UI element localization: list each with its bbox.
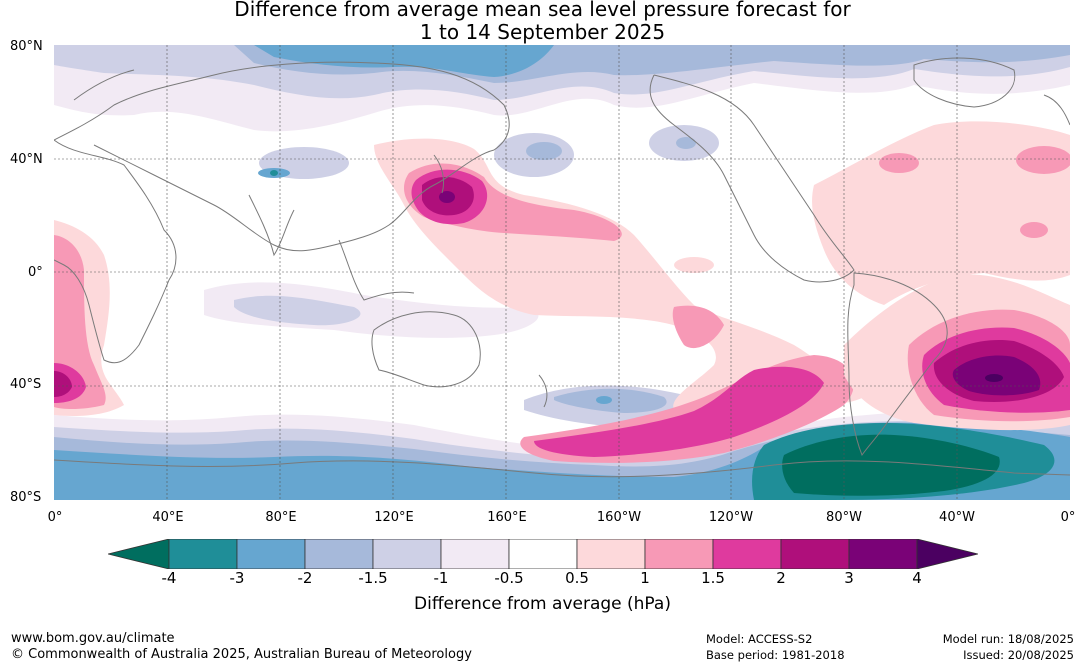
colorbar-tick-label: -4: [161, 569, 177, 587]
lon-label-40w: 40°W: [939, 510, 975, 525]
colorbar-tick-label: -1.5: [358, 569, 388, 587]
graticule: [54, 45, 1070, 500]
colorbar-segment: [712, 539, 782, 569]
colorbar: [108, 539, 978, 569]
arctic-negative-anomaly: [54, 45, 1070, 179]
colorbar-tick-label: 1: [640, 569, 650, 587]
colorbar-tick-label: 1.5: [701, 569, 725, 587]
colorbar-segment: [508, 539, 578, 569]
lon-label-120w: 120°W: [708, 510, 754, 525]
lat-label-80s: 80°S: [10, 490, 42, 505]
lon-label-160w: 160°W: [596, 510, 642, 525]
colorbar-tick-label: 3: [844, 569, 854, 587]
colorbar-segment: [644, 539, 714, 569]
map-title-line2: 1 to 14 September 2025: [419, 20, 666, 44]
coastlines: [54, 57, 1070, 478]
colorbar-segment: [848, 539, 918, 569]
lon-label-160e: 160°E: [487, 510, 527, 525]
colorbar-extend-low: [108, 539, 170, 569]
colorbar-segment: [440, 539, 510, 569]
colorbar-tick-label: 0.5: [565, 569, 589, 587]
southern-ocean-negative-anomaly: [54, 410, 1070, 500]
colorbar-tick-label: -0.5: [494, 569, 524, 587]
map-title-line1: Difference from average mean sea level p…: [234, 0, 851, 21]
colorbar-tick-label: -3: [229, 569, 245, 587]
colorbar-segment: [576, 539, 646, 569]
colorbar-segment: [168, 539, 238, 569]
colorbar-segment: [372, 539, 442, 569]
base-period: Base period: 1981-2018: [706, 648, 845, 662]
lon-label-40e: 40°E: [152, 510, 184, 525]
model-name: Model: ACCESS-S2: [706, 632, 813, 646]
south-pacific-positive-anomaly: [520, 257, 854, 463]
colorbar-segment: [780, 539, 850, 569]
issued-date: Issued: 20/08/2025: [963, 648, 1074, 662]
lon-label-0: 0°: [47, 510, 63, 525]
lon-label-80e: 80°E: [265, 510, 297, 525]
colorbar-segment: [304, 539, 374, 569]
colorbar-tick-label: 2: [776, 569, 786, 587]
colorbar-label: Difference from average (hPa): [414, 594, 671, 614]
lat-label-40n: 40°N: [10, 152, 43, 167]
lon-label-80w: 80°W: [826, 510, 862, 525]
website-link[interactable]: www.bom.gov.au/climate: [11, 631, 175, 646]
west-africa-positive-anomaly: [54, 220, 124, 416]
colorbar-segment: [236, 539, 306, 569]
lon-label-120e: 120°E: [374, 510, 414, 525]
colorbar-tick-label: 4: [912, 569, 922, 587]
lat-label-0: 0°: [28, 265, 43, 280]
lat-label-80n: 80°N: [10, 39, 43, 54]
colorbar-extend-high: [916, 539, 978, 569]
model-run-date: Model run: 18/08/2025: [942, 632, 1074, 646]
lon-label-0-east: 0°: [1060, 510, 1076, 525]
south-atlantic-positive-anomaly: [844, 274, 1070, 431]
copyright-text: © Commonwealth of Australia 2025, Austra…: [11, 647, 472, 662]
colorbar-tick-label: -2: [297, 569, 313, 587]
mslp-anomaly-map: [54, 45, 1070, 500]
north-atlantic-positive-anomaly: [812, 121, 1070, 305]
lat-label-40s: 40°S: [10, 377, 42, 392]
colorbar-tick-label: -1: [433, 569, 449, 587]
